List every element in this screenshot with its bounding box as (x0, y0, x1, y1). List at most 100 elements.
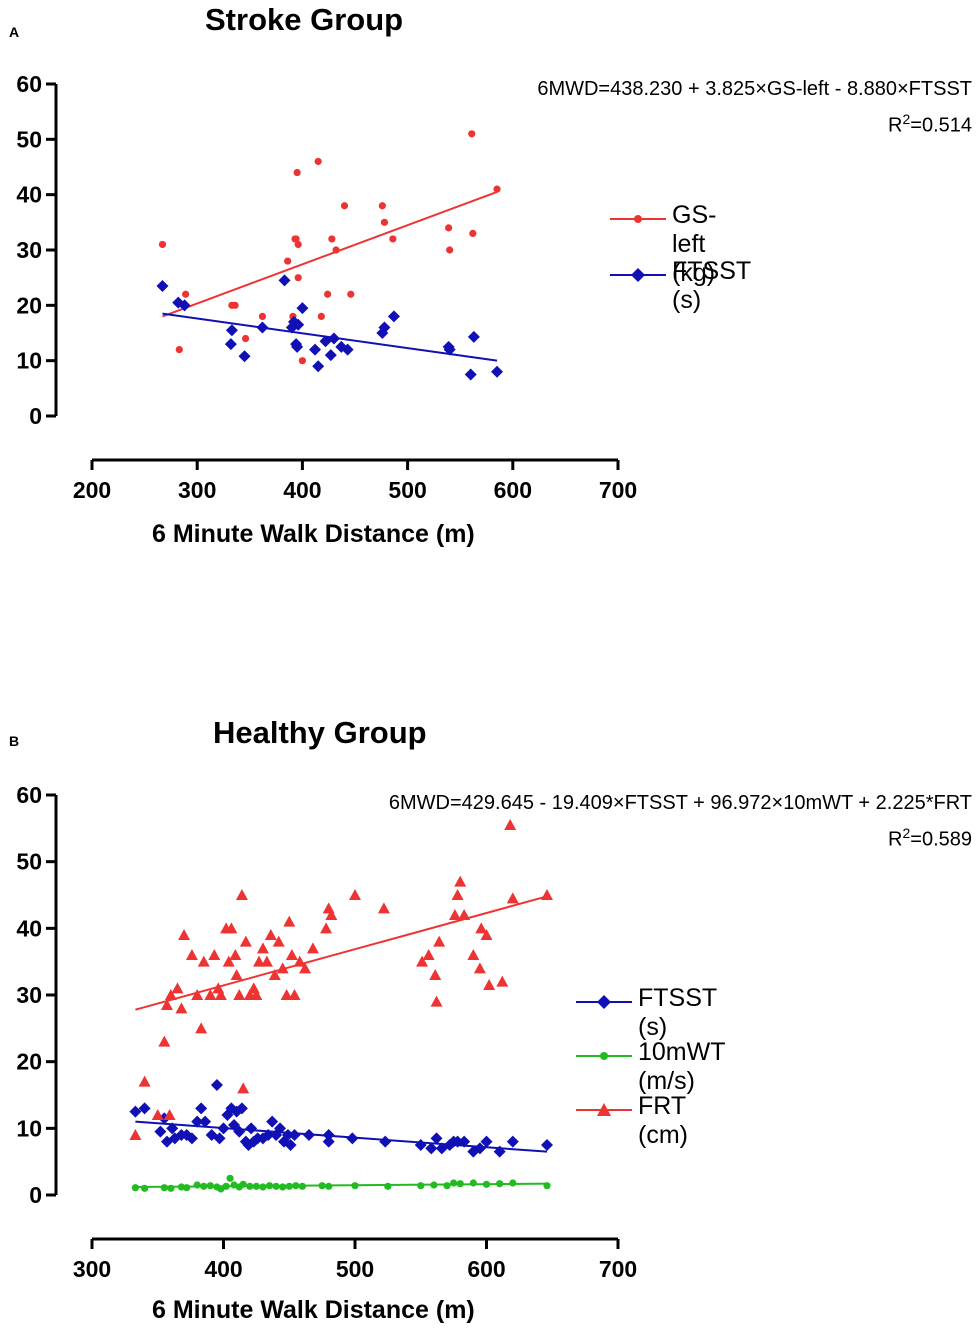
r2-prefix-b: R (888, 828, 903, 851)
data-point (324, 349, 337, 362)
x-tick-label-a: 300 (178, 477, 216, 503)
chart-title-stroke: Stroke Group (205, 2, 404, 37)
data-point (284, 257, 292, 265)
data-point (473, 962, 486, 974)
r-squared-a: R2=0.514 (537, 104, 972, 141)
data-point (292, 235, 300, 243)
data-point (195, 1102, 208, 1115)
data-point (158, 240, 167, 249)
trend-line (162, 190, 498, 318)
data-point (493, 1145, 506, 1158)
data-point (467, 949, 480, 960)
data-point (208, 949, 221, 960)
data-point (347, 290, 355, 298)
y-tick-label-b: 40 (16, 915, 42, 941)
data-point (306, 942, 319, 954)
legend-label-frt: FRT (cm) (638, 1092, 688, 1149)
data-point (247, 982, 260, 994)
legend-marker-triangle-icon (576, 1103, 632, 1116)
x-tick-label-a: 200 (73, 477, 111, 503)
legend-label-10mwt: 10mWT (m/s) (638, 1038, 726, 1095)
panel-b: B Healthy Group 6MWD=429.645 - 19.409×FT… (0, 700, 978, 1339)
x-tick-label-a: 700 (599, 477, 637, 503)
data-point (328, 235, 336, 243)
data-point (178, 929, 191, 940)
data-point (129, 1105, 142, 1118)
data-point (288, 989, 301, 1000)
data-point (469, 1179, 477, 1187)
data-point (225, 1102, 238, 1115)
data-point (154, 1125, 167, 1138)
data-point (256, 942, 269, 954)
data-point (151, 1109, 164, 1120)
data-point (454, 875, 467, 887)
data-point (298, 357, 306, 365)
data-point (325, 909, 338, 920)
data-point (191, 1115, 204, 1128)
data-point (464, 368, 477, 381)
data-point (491, 365, 504, 378)
y-tick-label-a: 20 (16, 292, 42, 318)
y-tick-label-a: 40 (16, 182, 42, 208)
trend-line (135, 895, 548, 1011)
data-point (446, 246, 454, 254)
data-point (429, 969, 442, 980)
data-point (480, 1135, 493, 1148)
data-point (288, 1129, 301, 1141)
r2-value-b: =0.589 (910, 828, 972, 851)
data-point (272, 935, 285, 947)
data-point (156, 279, 169, 292)
data-point (225, 922, 238, 934)
data-point (448, 909, 461, 920)
regression-equation-b: 6MWD=429.645 - 19.409×FTSST + 96.972×10m… (389, 788, 972, 855)
y-tick-label-a: 50 (16, 126, 42, 152)
data-point (230, 1105, 243, 1118)
data-point (384, 1182, 392, 1190)
equation-text-a: 6MWD=438.230 + 3.825×GS-left - 8.880×FTS… (537, 78, 972, 100)
data-point (377, 902, 390, 914)
x-tick-label-a: 600 (494, 477, 532, 503)
data-point (264, 929, 277, 940)
legend-label-ftsst-b: FTSST (s) (638, 984, 717, 1041)
data-point (309, 343, 322, 356)
data-point (138, 1102, 151, 1115)
data-point (312, 360, 325, 373)
y-tick-label-b: 60 (16, 782, 42, 808)
data-point (322, 1135, 335, 1148)
data-point (506, 1135, 519, 1148)
data-point (283, 915, 296, 927)
data-point (253, 955, 266, 967)
series-a-1 (156, 274, 504, 381)
series-b-0 (129, 1079, 553, 1158)
r-squared-b: R2=0.589 (389, 818, 972, 855)
data-point (175, 1002, 188, 1014)
data-point (467, 1145, 480, 1158)
data-point (160, 1135, 173, 1148)
y-tick-label-a: 60 (16, 71, 42, 97)
data-point (493, 185, 501, 193)
data-point (422, 949, 435, 960)
data-point (138, 1075, 151, 1087)
data-point (349, 889, 361, 900)
data-point (129, 1129, 142, 1140)
legend-marker-circle-icon (610, 215, 666, 223)
data-point (416, 955, 429, 967)
data-point (475, 922, 488, 934)
r2-sup-a: 2 (902, 111, 911, 127)
y-tick-label-a: 0 (29, 403, 42, 429)
equation-text-b: 6MWD=429.645 - 19.409×FTSST + 96.972×10m… (388, 792, 972, 814)
panel-letter-a: A (9, 24, 20, 40)
panel-letter-b: B (9, 733, 20, 749)
data-point (387, 310, 400, 323)
data-point (341, 343, 354, 356)
data-point (222, 955, 235, 967)
data-point (425, 1142, 438, 1155)
data-point (340, 202, 349, 210)
data-point (268, 969, 281, 980)
data-point (322, 902, 335, 914)
data-point (280, 989, 293, 1000)
data-point (160, 999, 173, 1010)
y-tick-label-b: 20 (16, 1049, 42, 1075)
data-point (389, 235, 397, 243)
data-point (292, 318, 305, 331)
